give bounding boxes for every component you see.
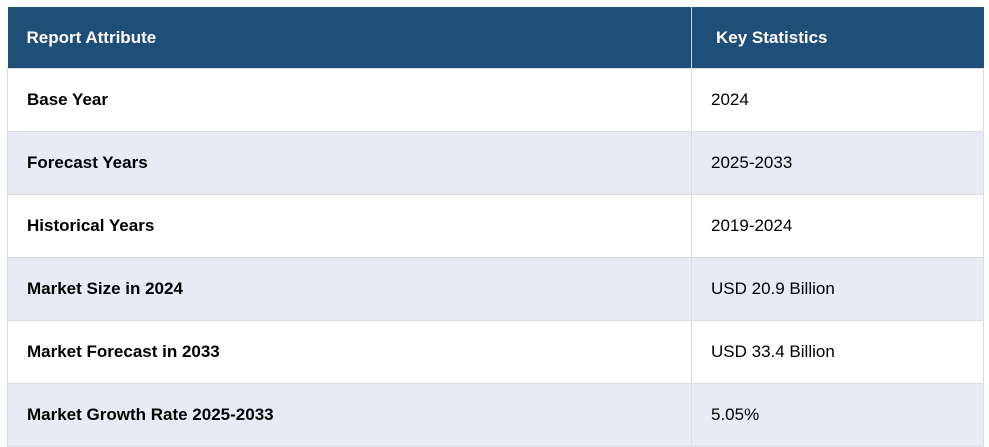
table-row: Forecast Years 2025-2033 bbox=[7, 131, 984, 195]
attribute-cell: Market Forecast in 2033 bbox=[7, 320, 692, 384]
table-row: Market Forecast in 2033 USD 33.4 Billion bbox=[7, 320, 984, 384]
table-row: Market Size in 2024 USD 20.9 Billion bbox=[7, 257, 984, 321]
header-cell: Key Statistics bbox=[691, 7, 984, 69]
table-row: Market Growth Rate 2025-2033 5.05% bbox=[7, 383, 984, 447]
attribute-cell: Historical Years bbox=[7, 194, 692, 258]
header-cell: Report Attribute bbox=[7, 7, 692, 69]
header-row: Report Attribute Key Statistics bbox=[7, 7, 984, 69]
value-cell: 5.05% bbox=[691, 383, 984, 447]
value-cell: USD 20.9 Billion bbox=[691, 257, 984, 321]
table-body: Base Year 2024 Forecast Years 2025-2033 Hist… bbox=[7, 68, 984, 447]
attribute-cell: Forecast Years bbox=[7, 131, 692, 195]
attribute-cell: Market Growth Rate 2025-2033 bbox=[7, 383, 692, 447]
value-cell: 2024 bbox=[691, 68, 984, 132]
value-cell: 2019-2024 bbox=[691, 194, 984, 258]
stats-table: Report Attribute Key Statistics Base Year… bbox=[7, 7, 984, 447]
attribute-cell: Market Size in 2024 bbox=[7, 257, 692, 321]
table-row: Base Year 2024 bbox=[7, 68, 984, 132]
value-cell: 2025-2033 bbox=[691, 131, 984, 195]
value-cell: USD 33.4 Billion bbox=[691, 320, 984, 384]
attribute-cell: Base Year bbox=[7, 68, 692, 132]
table-row: Historical Years 2019-2024 bbox=[7, 194, 984, 258]
